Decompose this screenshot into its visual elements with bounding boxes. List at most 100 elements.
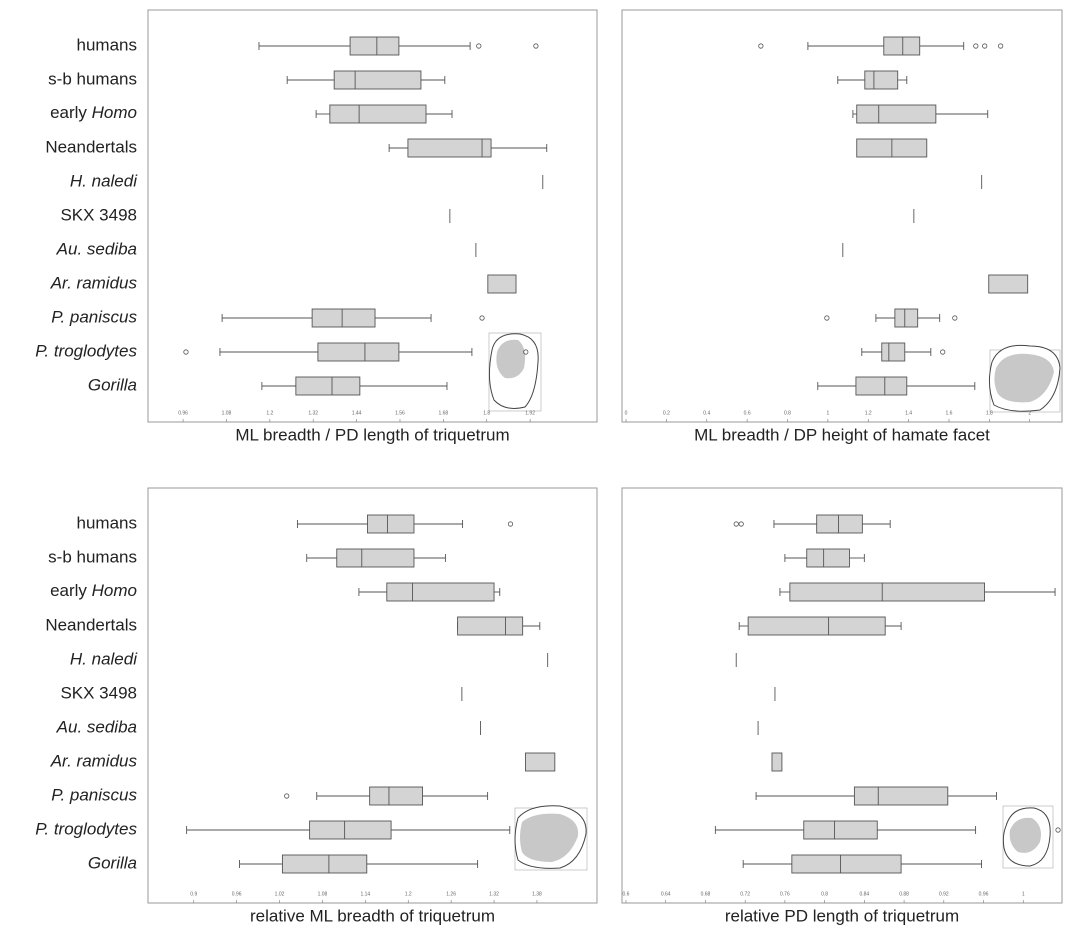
panel-frame [621,487,1063,904]
outlier [940,349,946,355]
box [407,138,492,158]
x-tick-label: 0.84 [859,891,869,897]
category-label: early Homo [50,581,137,600]
box [855,376,908,396]
box [349,36,400,56]
x-tick-label: 0.4 [703,410,710,416]
outlier [952,315,958,321]
category-label: H. naledi [70,171,138,190]
panel-frame [147,9,598,423]
box [525,752,556,772]
x-tick-label: 0.64 [661,891,671,897]
category-label: Ar. ramidus [50,751,138,770]
category-label: Au. sediba [56,239,137,258]
panel: 0 0.2 0.4 0.6 0.8 1 1.2 1.4 1.6 1.8 2 ML breadth / … [621,9,1063,444]
box [309,820,392,840]
x-tick-label: 0.96 [178,410,188,416]
inset-triquetrum [1002,805,1054,869]
panel: 0.6 0.64 0.68 0.72 0.76 0.8 0.84 0.88 0.92 0.96 1 r… [621,487,1063,925]
box [281,854,368,874]
x-tick-label: 0.9 [190,891,197,897]
x-tick-label: 1.08 [318,891,328,897]
box [311,308,376,328]
outlier [533,43,539,49]
x-tick-label: 1.32 [308,410,318,416]
box [367,514,415,534]
category-label: Gorilla [88,853,137,872]
x-tick-label: 0.68 [701,891,711,897]
outlier [479,315,485,321]
box [336,548,415,568]
box [295,376,361,396]
x-axis-label: relative PD length of triquetrum [725,906,959,925]
x-tick-label: 0.8 [784,410,791,416]
category-label: s-b humans [48,69,137,88]
inset-hamate [988,344,1061,413]
category-label: s-b humans [48,547,137,566]
box [853,786,949,806]
outlier [998,43,1004,49]
outlier [476,43,482,49]
x-tick-label: 1.14 [360,891,370,897]
x-tick-label: 1.26 [446,891,456,897]
category-label: P. paniscus [51,785,137,804]
outlier [733,521,739,527]
box [747,616,886,636]
x-tick-label: 0.2 [663,410,670,416]
x-axis-label: ML breadth / DP height of hamate facet [694,425,990,444]
outlier [824,315,830,321]
category-label: humans [77,513,137,532]
box [803,820,878,840]
panel-frame [147,487,598,904]
category-label: P. paniscus [51,307,137,326]
x-tick-label: 0.72 [740,891,750,897]
category-label: SKX 3498 [60,205,137,224]
x-tick-label: 1.08 [222,410,232,416]
category-label: Ar. ramidus [50,273,138,292]
inset-triquetrum [488,332,542,412]
x-tick-label: 1.32 [489,891,499,897]
box [317,342,400,362]
category-label: Gorilla [88,375,137,394]
category-label: Neandertals [45,137,137,156]
box [487,274,517,294]
box [816,514,863,534]
outlier [982,43,988,49]
x-tick-label: 1.8 [986,410,993,416]
x-tick-label: 0.92 [939,891,949,897]
x-tick-label: 0 [625,410,628,416]
box [457,616,524,636]
category-label: P. troglodytes [35,341,137,360]
category-label: Neandertals [45,615,137,634]
x-tick-label: 0.6 [744,410,751,416]
category-label: P. troglodytes [35,819,137,838]
outlier [758,43,764,49]
inset-triquetrum [514,805,588,871]
x-tick-label: 1.2 [266,410,273,416]
x-tick-label: 1 [826,410,829,416]
box [881,342,906,362]
outlier [738,521,744,527]
box [791,854,902,874]
x-tick-label: 0.8 [821,891,828,897]
outlier [973,43,979,49]
box [329,104,427,124]
x-tick-label: 1.8 [483,410,490,416]
x-tick-label: 1.02 [275,891,285,897]
outlier [284,793,290,799]
outlier [183,349,189,355]
panel: 0.96 1.08 1.2 1.32 1.44 1.56 1.68 1.8 1.92 ML bre… [147,9,598,444]
box [789,582,985,602]
x-tick-label: 1.4 [905,410,912,416]
x-tick-label: 0.88 [899,891,909,897]
box [988,274,1029,294]
category-label: early Homo [50,103,137,122]
x-tick-label: 0.96 [979,891,989,897]
box [806,548,850,568]
box [369,786,423,806]
x-tick-label: 1.92 [525,410,535,416]
box [883,36,921,56]
x-tick-label: 0.6 [622,891,629,897]
x-axis-label: ML breadth / PD length of triquetrum [235,425,509,444]
